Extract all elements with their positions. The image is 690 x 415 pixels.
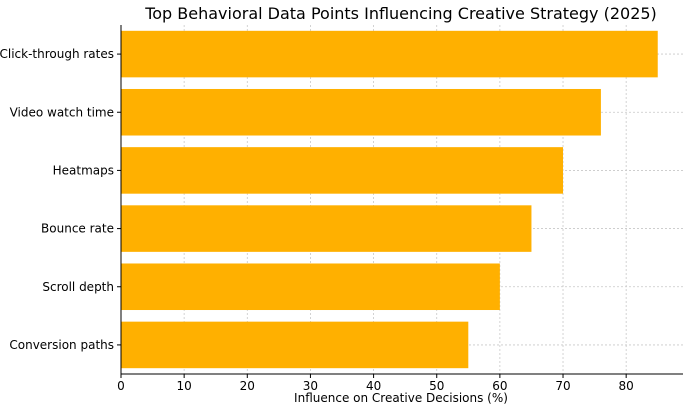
bar	[121, 263, 500, 311]
y-tick-label: Scroll depth	[42, 280, 114, 294]
bars	[121, 30, 658, 369]
bar	[121, 205, 532, 252]
x-tick-label: 80	[619, 379, 634, 393]
bar	[121, 321, 469, 369]
x-tick-label: 10	[177, 379, 192, 393]
axes	[117, 25, 683, 378]
x-axis-label: Influence on Creative Decisions (%)	[294, 391, 508, 405]
bar	[121, 88, 601, 136]
x-tick-label: 0	[117, 379, 125, 393]
tick-labels: 0 10 20 30 40 50 60 70 80 Click-through rates Vide…	[0, 47, 634, 393]
y-tick-label: Bounce rate	[41, 222, 114, 236]
bar	[121, 30, 658, 78]
y-tick-label: Conversion paths	[9, 338, 114, 352]
y-tick-label: Heatmaps	[53, 163, 114, 177]
x-tick-label: 70	[555, 379, 570, 393]
x-tick-label: 60	[492, 379, 507, 393]
x-tick-label: 20	[240, 379, 255, 393]
y-tick-label: Video watch time	[10, 105, 114, 119]
x-tick-label: 30	[303, 379, 318, 393]
y-tick-label: Click-through rates	[0, 47, 114, 61]
chart-title: Top Behavioral Data Points Influencing C…	[144, 4, 657, 23]
x-tick-label: 50	[429, 379, 444, 393]
x-tick-label: 40	[366, 379, 381, 393]
bar	[121, 147, 564, 194]
